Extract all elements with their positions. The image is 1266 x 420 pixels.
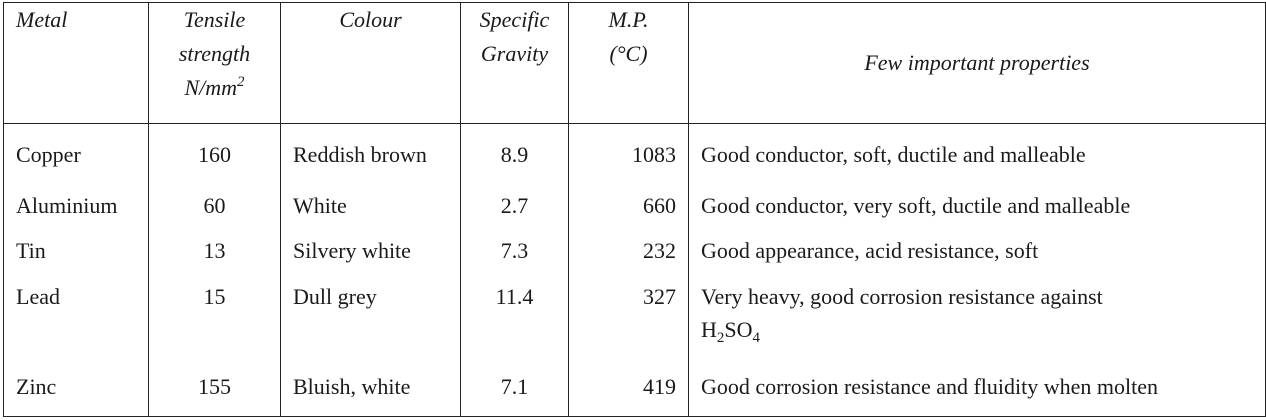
cell-specific-gravity: 8.9 — [460, 123, 569, 189]
cell-tensile: 15 — [148, 279, 281, 371]
header-row: Metal Tensile strength N/mm2 Colour Spec… — [3, 2, 1266, 124]
header-melting-point: M.P. (°C) — [568, 2, 689, 124]
metal-properties-table: Metal Tensile strength N/mm2 Colour Spec… — [3, 2, 1266, 417]
cell-specific-gravity: 2.7 — [460, 188, 569, 235]
cell-colour: Bluish, white — [280, 370, 461, 417]
table-row: Lead 15 Dull grey 11.4 327 Very heavy, g… — [3, 279, 1266, 371]
cell-tensile: 160 — [148, 123, 281, 189]
cell-metal: Aluminium — [3, 188, 149, 235]
table-row: Copper 160 Reddish brown 8.9 1083 Good c… — [3, 123, 1266, 189]
header-metal: Metal — [3, 2, 149, 124]
cell-properties: Good corrosion resistance and fluidity w… — [688, 370, 1266, 417]
cell-colour: Dull grey — [280, 279, 461, 371]
chem-formula: H2SO4 — [701, 316, 761, 346]
cell-specific-gravity: 7.3 — [460, 234, 569, 280]
cell-melting-point: 419 — [568, 370, 689, 417]
cell-tensile: 155 — [148, 370, 281, 417]
cell-metal: Copper — [3, 123, 149, 189]
cell-specific-gravity: 11.4 — [460, 279, 569, 371]
properties-text: Very heavy, good corrosion resistance ag… — [701, 283, 1103, 309]
header-tensile-strength: Tensile strength N/mm2 — [148, 2, 281, 124]
cell-tensile: 60 — [148, 188, 281, 235]
header-specific-gravity: Specific Gravity — [460, 2, 569, 124]
cell-colour: Silvery white — [280, 234, 461, 280]
table-row: Tin 13 Silvery white 7.3 232 Good appear… — [3, 234, 1266, 280]
cell-properties: Good conductor, soft, ductile and mallea… — [688, 123, 1266, 189]
cell-metal: Tin — [3, 234, 149, 280]
cell-colour: Reddish brown — [280, 123, 461, 189]
cell-properties: Good appearance, acid resistance, soft — [688, 234, 1266, 280]
cell-melting-point: 660 — [568, 188, 689, 235]
header-colour: Colour — [280, 2, 461, 124]
table-row: Aluminium 60 White 2.7 660 Good conducto… — [3, 188, 1266, 235]
cell-specific-gravity: 7.1 — [460, 370, 569, 417]
cell-metal: Zinc — [3, 370, 149, 417]
cell-melting-point: 1083 — [568, 123, 689, 189]
cell-colour: White — [280, 188, 461, 235]
cell-melting-point: 232 — [568, 234, 689, 280]
cell-metal: Lead — [3, 279, 149, 371]
header-properties: Few important properties — [688, 2, 1266, 124]
cell-tensile: 13 — [148, 234, 281, 280]
cell-melting-point: 327 — [568, 279, 689, 371]
cell-properties: Very heavy, good corrosion resistance ag… — [688, 279, 1266, 371]
cell-properties: Good conductor, very soft, ductile and m… — [688, 188, 1266, 235]
table-row: Zinc 155 Bluish, white 7.1 419 Good corr… — [3, 370, 1266, 417]
